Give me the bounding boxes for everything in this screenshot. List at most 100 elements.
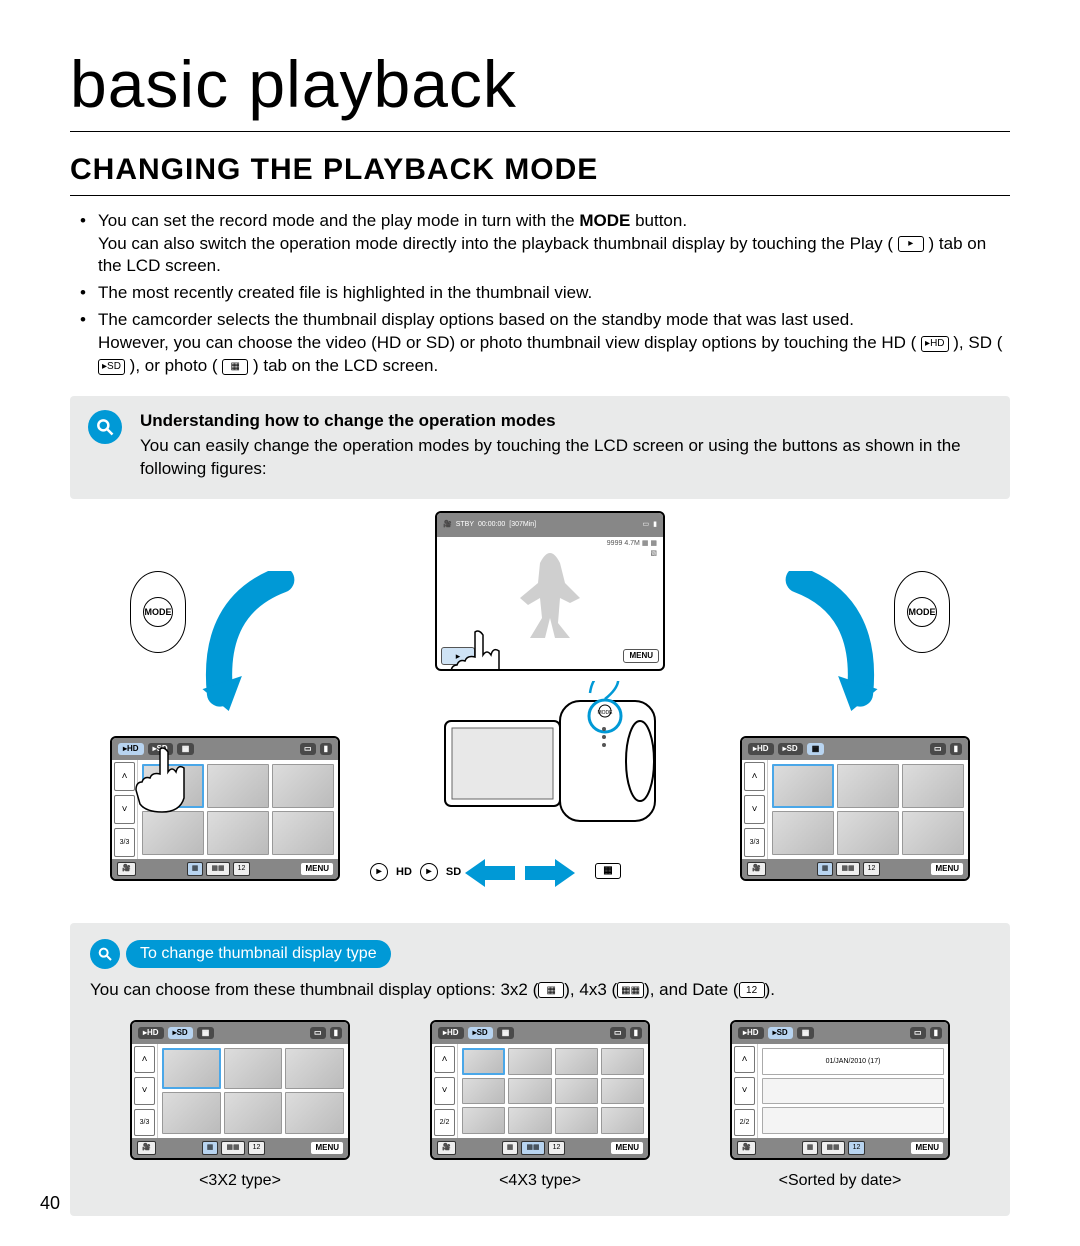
thumbnail[interactable] [555, 1107, 598, 1134]
thumbnail[interactable] [601, 1107, 644, 1134]
nav-up-button[interactable]: ˄ [734, 1046, 755, 1073]
view-4x3-button[interactable]: ▦▦ [221, 1141, 244, 1154]
rec-top-strip: 🎥 STBY 00:00:00 [307Min] ▭ ▮ [437, 513, 663, 537]
tab-hd[interactable]: ▸HD [438, 1027, 464, 1040]
view-3x2-button[interactable]: ▦ [187, 862, 204, 875]
view-4x3-button[interactable]: ▦▦ [206, 862, 229, 875]
view-4x3-button[interactable]: ▦▦ [521, 1141, 544, 1154]
tab-photo[interactable]: ▦ [197, 1027, 215, 1040]
thumbnail[interactable] [902, 811, 964, 855]
thumbnail[interactable] [224, 1048, 283, 1090]
rec-mode-icon[interactable]: 🎥 [437, 1141, 456, 1154]
photo-tab-icon: ▦ [222, 359, 248, 375]
mode-change-diagram: MODE MODE 🎥 STBY 00:00:00 [307Min] ▭ ▮ 9… [70, 511, 1010, 911]
thumbnail[interactable] [272, 764, 334, 808]
tab-photo[interactable]: ▦ [497, 1027, 515, 1040]
thumbnail[interactable] [508, 1078, 551, 1105]
menu-button[interactable]: MENU [931, 863, 963, 876]
thumbnail[interactable] [162, 1048, 221, 1090]
view-date-button[interactable]: 12 [248, 1141, 266, 1154]
thumbnail[interactable] [462, 1107, 505, 1134]
nav-down-button[interactable]: ˅ [734, 1077, 755, 1104]
menu-button[interactable]: MENU [301, 863, 333, 876]
thumbnail[interactable] [142, 811, 204, 855]
display-date: ▸HD ▸SD ▦ ▭▮ ˄ ˅ 2/2 01/JAN/2010 (17) [730, 1020, 950, 1192]
rec-mode-icon[interactable]: 🎥 [117, 862, 136, 875]
nav-up-button[interactable]: ˄ [434, 1046, 455, 1073]
thumbnail[interactable] [462, 1078, 505, 1105]
battery-icon: ▮ [320, 743, 332, 756]
nav-down-button[interactable]: ˅ [434, 1077, 455, 1104]
rec-mode-icon[interactable]: 🎥 [137, 1141, 156, 1154]
menu-button[interactable]: MENU [311, 1142, 343, 1155]
nav-up-button[interactable]: ˄ [134, 1046, 155, 1073]
rec-time: 00:00:00 [478, 520, 505, 529]
rec-menu-button[interactable]: MENU [623, 649, 659, 664]
view-4x3-button[interactable]: ▦▦ [836, 862, 859, 875]
arrow-right-icon [525, 859, 575, 887]
view-date-button[interactable]: 12 [548, 1141, 566, 1154]
thumbnail[interactable] [207, 764, 269, 808]
thumbnail[interactable] [162, 1092, 221, 1134]
tab-sd[interactable]: ▸SD [768, 1027, 793, 1040]
rec-mode-icon[interactable]: 🎥 [737, 1141, 756, 1154]
date-row-item[interactable] [762, 1078, 944, 1105]
nav-up-button[interactable]: ˄ [744, 762, 765, 791]
view-3x2-button[interactable]: ▦ [202, 1141, 219, 1154]
thumbnail[interactable] [508, 1048, 551, 1075]
page-number: 40 [40, 1191, 60, 1215]
thumbnail[interactable] [772, 811, 834, 855]
menu-button[interactable]: MENU [611, 1142, 643, 1155]
tab-hd[interactable]: ▸HD [138, 1027, 164, 1040]
view-3x2-button[interactable]: ▦ [817, 862, 834, 875]
tab-hd[interactable]: ▸HD [748, 743, 774, 756]
date-row-item[interactable]: 01/JAN/2010 (17) [762, 1048, 944, 1075]
b3-l2a: However, you can choose the video (HD or… [98, 333, 916, 352]
page-indicator: 3/3 [114, 828, 135, 857]
thumbnail[interactable] [462, 1048, 505, 1075]
thumbnail[interactable] [601, 1078, 644, 1105]
photo-label-row: ▦ [595, 863, 621, 879]
date-row-item[interactable] [762, 1107, 944, 1134]
tab-hd[interactable]: ▸HD [738, 1027, 764, 1040]
view-4x3-button[interactable]: ▦▦ [821, 1141, 844, 1154]
rec-remain: [307Min] [509, 520, 536, 529]
tip2-body: You can choose from these thumbnail disp… [90, 979, 990, 1002]
view-date-button[interactable]: 12 [233, 862, 251, 875]
thumbnail[interactable] [555, 1078, 598, 1105]
tab-sd[interactable]: ▸SD [168, 1027, 193, 1040]
thumbnail[interactable] [601, 1048, 644, 1075]
thumbnail[interactable] [508, 1107, 551, 1134]
lcd-side-right: ˄ ˅ 3/3 [742, 760, 768, 859]
nav-down-button[interactable]: ˅ [744, 795, 765, 824]
thumbnail[interactable] [772, 764, 834, 808]
view-3x2-button[interactable]: ▦ [502, 1141, 519, 1154]
tab-photo[interactable]: ▦ [807, 743, 825, 756]
view-3x2-button[interactable]: ▦ [802, 1141, 819, 1154]
thumbnail[interactable] [837, 764, 899, 808]
thumbnail[interactable] [207, 811, 269, 855]
view-date-button[interactable]: 12 [863, 862, 881, 875]
hd-sd-label-row: ▸HD ▸SD [370, 863, 461, 881]
thumbnail[interactable] [224, 1092, 283, 1134]
mode-button-label-r: MODE [907, 597, 937, 627]
menu-button[interactable]: MENU [911, 1142, 943, 1155]
date-icon: 12 [739, 982, 765, 998]
rec-mode-icon[interactable]: 🎥 [747, 862, 766, 875]
pill-row: To change thumbnail display type [90, 939, 990, 969]
nav-down-button[interactable]: ˅ [134, 1077, 155, 1104]
thumbnail[interactable] [285, 1048, 344, 1090]
thumbnail[interactable] [272, 811, 334, 855]
view-date-button[interactable]: 12 [848, 1141, 866, 1154]
b3-l2b: ), SD ( [953, 333, 1002, 352]
tab-photo[interactable]: ▦ [797, 1027, 815, 1040]
tab-sd[interactable]: ▸SD [778, 743, 803, 756]
thumbnail[interactable] [285, 1092, 344, 1134]
tab-sd[interactable]: ▸SD [468, 1027, 493, 1040]
thumbnail[interactable] [837, 811, 899, 855]
hd-tab-icon: ▸HD [921, 336, 948, 352]
thumbnail[interactable] [555, 1048, 598, 1075]
display-type-row: ▸HD ▸SD ▦ ▭▮ ˄ ˅ 3/3 [90, 1020, 990, 1192]
lcd-bottom-left: 🎥 ▦ ▦▦ 12 MENU [112, 859, 338, 879]
thumbnail[interactable] [902, 764, 964, 808]
